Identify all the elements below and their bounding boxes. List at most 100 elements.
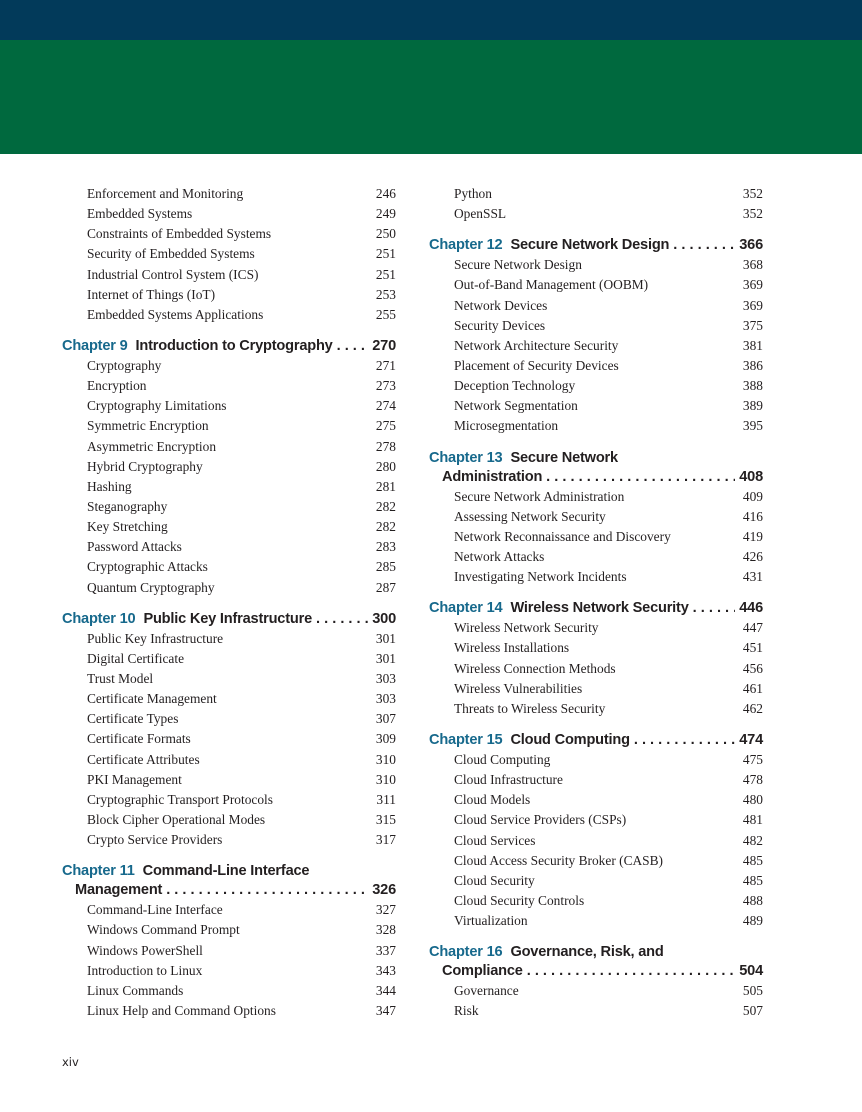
toc-entry-page: 482 <box>742 832 763 848</box>
toc-entry-page: 249 <box>375 206 396 222</box>
toc-entry: Embedded Systems 249 <box>62 204 396 224</box>
toc-entry: Linux Commands 344 <box>62 981 396 1001</box>
toc-entry: Cryptography 271 <box>62 356 396 376</box>
toc-entry-page: 315 <box>375 811 396 827</box>
chapter-label: Chapter 10 <box>62 610 136 627</box>
toc-entry: Hashing 281 <box>62 477 396 497</box>
chapter-label: Chapter 16 <box>429 944 503 961</box>
toc-entry-page: 409 <box>742 488 763 504</box>
toc-entry-title: Enforcement and Monitoring <box>87 186 244 201</box>
chapter-heading-line: Chapter 9 Introduction to Cryptography 270 <box>62 336 396 356</box>
header-band-top <box>0 0 862 40</box>
chapter-page: 326 <box>372 882 396 899</box>
toc-entry-page: 307 <box>375 711 396 727</box>
toc-entry-page: 328 <box>375 922 396 938</box>
toc-entry-page: 480 <box>742 792 763 808</box>
toc-entry-title: Public Key Infrastructure <box>87 630 224 646</box>
chapter-title: Secure Network Design <box>510 237 670 254</box>
toc-entry-page: 253 <box>375 286 396 302</box>
toc-entry-page: 327 <box>375 902 396 918</box>
chapter-heading-line: Chapter 10 Public Key Infrastructure 300 <box>62 609 396 629</box>
toc-entry-page: 369 <box>742 277 763 293</box>
toc-entry-page: 352 <box>742 206 763 222</box>
toc-entry-title: Threats to Wireless Security <box>454 700 606 716</box>
chapter-page: 474 <box>739 731 763 748</box>
toc-entry-title: Encryption <box>87 378 147 394</box>
toc-entry-title: Wireless Installations <box>454 640 570 656</box>
toc-entry-title: Windows PowerShell <box>87 942 203 958</box>
chapter-page: 270 <box>372 337 396 354</box>
toc-entry-title: Cloud Service Providers (CSPs) <box>454 812 627 828</box>
toc-entry: Enforcement and Monitoring 246 <box>62 184 396 204</box>
toc-entry-title: Network Attacks <box>454 548 545 564</box>
toc-entry: Cloud Security 485 <box>429 871 763 891</box>
toc-entry: Virtualization 489 <box>429 911 763 931</box>
toc-entry-page: 309 <box>375 731 396 747</box>
toc-entry-title: Command-Line Interface <box>87 902 223 918</box>
toc-entry-page: 447 <box>742 620 763 636</box>
toc-entry-page: 462 <box>742 700 763 716</box>
toc-entry: Industrial Control System (ICS) 251 <box>62 265 396 285</box>
toc-entry: Secure Network Design 368 <box>429 255 763 275</box>
toc-entry-page: 395 <box>742 418 763 434</box>
toc-entry: Governance 505 <box>429 981 763 1001</box>
toc-entry-title: Investigating Network Incidents <box>454 569 627 585</box>
toc-entry-page: 255 <box>375 306 396 322</box>
chapter-heading-line: Chapter 13 Secure Network <box>429 448 763 468</box>
toc-entry: Block Cipher Operational Modes 315 <box>62 810 396 830</box>
chapter-title-continued: Management <box>75 882 163 899</box>
toc-entry-title: Network Segmentation <box>454 398 578 414</box>
chapter-heading: Chapter 10 Public Key Infrastructure 300 <box>62 609 396 629</box>
dot-leader <box>546 468 735 487</box>
chapter-title: Cloud Computing <box>510 731 630 748</box>
toc-entry-page: 478 <box>742 772 763 788</box>
toc-entry-page: 311 <box>376 791 396 807</box>
toc-entry: Wireless Connection Methods 456 <box>429 659 763 679</box>
toc-entry: Network Architecture Security 381 <box>429 336 763 356</box>
toc-entry-page: 388 <box>742 378 763 394</box>
toc-entry-title: Wireless Connection Methods <box>454 660 616 676</box>
chapter-title: Introduction to Cryptography <box>135 337 333 354</box>
toc-entry-page: 280 <box>375 458 396 474</box>
toc-entry: Security Devices 375 <box>429 316 763 336</box>
toc-entry: Cloud Models 480 <box>429 790 763 810</box>
toc-entry-title: Cloud Infrastructure <box>454 772 563 788</box>
toc-entry: Key Stretching 282 <box>62 517 396 537</box>
chapter-heading-line: Chapter 12 Secure Network Design 366 <box>429 235 763 255</box>
toc-entry-page: 344 <box>375 982 396 998</box>
chapter-title-continued: Compliance <box>442 963 523 980</box>
toc-entry: Internet of Things (IoT) 253 <box>62 285 396 305</box>
toc-left-column: Enforcement and Monitoring 246 Embedded Sy… <box>62 184 396 1021</box>
toc-entry-title: Python <box>454 186 492 201</box>
toc-entry-title: Digital Certificate <box>87 650 185 666</box>
toc-entry: Certificate Formats 309 <box>62 729 396 749</box>
toc-entry-title: Internet of Things (IoT) <box>87 286 216 302</box>
toc-entry-page: 485 <box>742 852 763 868</box>
toc-entry-title: Security Devices <box>454 317 546 333</box>
chapter-heading-line: Management 326 <box>62 881 396 900</box>
toc-entry-title: Symmetric Encryption <box>87 418 209 434</box>
toc-entry: Steganography 282 <box>62 497 396 517</box>
toc-entry-page: 375 <box>742 317 763 333</box>
toc-entry-title: Assessing Network Security <box>454 508 606 524</box>
chapter-heading: Chapter 14 Wireless Network Security 446 <box>429 598 763 618</box>
toc-entry-page: 246 <box>375 186 396 201</box>
toc-entry: Cloud Services 482 <box>429 831 763 851</box>
toc-entry-page: 283 <box>375 539 396 555</box>
toc-entry-title: Certificate Attributes <box>87 751 200 767</box>
chapter-label: Chapter 14 <box>429 600 503 617</box>
toc-entry-page: 507 <box>742 1003 763 1019</box>
toc-entry-page: 488 <box>742 892 763 908</box>
chapter-title: Secure Network <box>510 449 618 466</box>
toc-entry: Cloud Computing 475 <box>429 750 763 770</box>
toc-entry-title: Trust Model <box>87 670 154 686</box>
dot-leader <box>673 235 735 255</box>
toc-entry-page: 285 <box>375 559 396 575</box>
toc-entry-title: Hybrid Cryptography <box>87 458 203 474</box>
toc-entry-page: 310 <box>375 751 396 767</box>
dot-leader <box>693 598 736 618</box>
toc-entry-title: Quantum Cryptography <box>87 579 215 595</box>
chapter-heading: Chapter 15 Cloud Computing 474 <box>429 730 763 750</box>
toc-entry-title: Linux Help and Command Options <box>87 1002 276 1018</box>
toc-entry-title: Certificate Types <box>87 711 179 727</box>
